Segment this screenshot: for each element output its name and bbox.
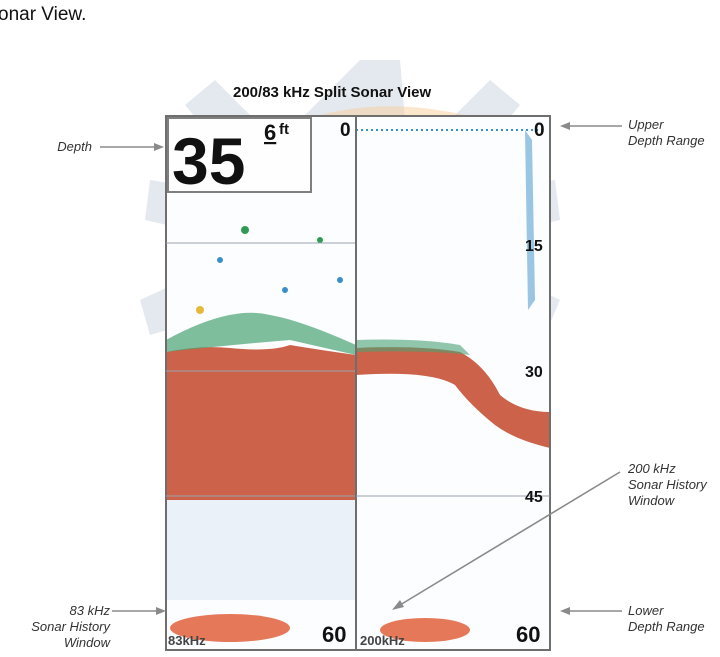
callout-depth: Depth: [57, 139, 92, 154]
khz200-arrow: [399, 471, 621, 606]
callout-upper-range-line1: Upper: [628, 117, 664, 132]
callout-83khz: 83 kHz Sonar History Window: [0, 603, 110, 651]
right-sonar-window-200khz: [355, 115, 551, 651]
right-window-label: 200kHz: [360, 633, 405, 648]
callout-200khz-line1: 200 kHz: [628, 461, 676, 476]
right-depth-label-60: 60: [516, 622, 540, 647]
left-sonar-window-83khz: [165, 115, 357, 651]
callout-lower-range: Lower Depth Range: [628, 603, 720, 635]
right-depth-label-15: 15: [525, 238, 543, 255]
depth-digits: 35: [172, 124, 245, 198]
callout-200khz: 200 kHz Sonar History Window: [628, 461, 720, 509]
depth-unit: ft: [279, 121, 289, 138]
callout-83khz-line3: Window: [63, 635, 110, 650]
callout-200khz-line3: Window: [628, 493, 675, 508]
callout-200khz-line2: Sonar History: [628, 477, 707, 492]
right-depth-label-0: 0: [534, 120, 545, 141]
depth-readout-box: 35 6 ft: [167, 117, 312, 198]
callout-83khz-line2: Sonar History: [31, 619, 110, 634]
callout-upper-range-line2: Depth Range: [628, 133, 705, 148]
left-depth-label-0: 0: [340, 120, 351, 141]
callout-83khz-line1: 83 kHz: [69, 603, 110, 618]
figure-title: 200/83 kHz Split Sonar View: [233, 84, 432, 101]
callout-lower-range-line1: Lower: [628, 603, 664, 618]
depth-decimal: 6: [264, 120, 276, 145]
callout-upper-range: Upper Depth Range: [628, 117, 720, 149]
left-window-label: 83kHz: [168, 633, 206, 648]
callout-arrows: [100, 122, 622, 615]
right-depth-label-45: 45: [525, 489, 543, 506]
callout-lower-range-line2: Depth Range: [628, 619, 705, 634]
intro-text: onar View.: [0, 4, 87, 25]
left-depth-label-60: 60: [322, 622, 346, 647]
right-depth-label-30: 30: [525, 364, 543, 381]
